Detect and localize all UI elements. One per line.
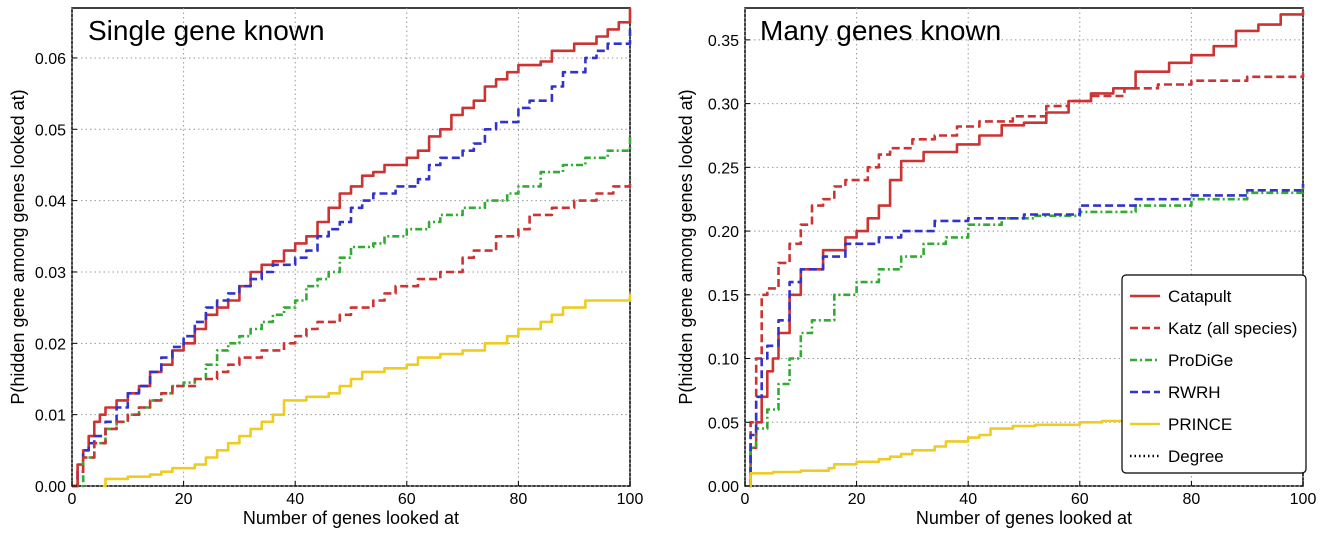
plot-frame: [71, 7, 631, 487]
legend-label: Degree: [1168, 447, 1224, 466]
series-katz-all-species: [749, 73, 1305, 488]
legend-item-catapult: Catapult: [1130, 287, 1232, 306]
y-tick-label: 0.25: [708, 160, 739, 177]
chart-title: Many genes known: [760, 15, 1001, 46]
y-tick-label: 0.15: [708, 288, 739, 305]
legend-label: Katz (all species): [1168, 319, 1297, 338]
y-tick-label: 0.35: [708, 33, 739, 50]
series-prince: [749, 418, 1149, 488]
x-tick-label: 40: [286, 491, 304, 508]
y-tick-label: 0.06: [35, 51, 66, 68]
legend-label: Catapult: [1168, 287, 1232, 306]
x-tick-label: 0: [741, 491, 750, 508]
ticks: 0 20 40 60 80 100 0.00 0.01 0.02 0.03 0.04 0.05 0.06: [35, 51, 644, 508]
legend-item-katz-all-species: Katz (all species): [1130, 319, 1297, 338]
series-catapult: [749, 10, 1305, 488]
y-axis-label: P(hidden gene among genes looked at): [8, 89, 28, 404]
legend-item-prodige: ProDiGe: [1130, 351, 1233, 370]
series-lines: [72, 8, 632, 488]
legend-label: PRINCE: [1168, 415, 1232, 434]
x-axis-label: Number of genes looked at: [916, 508, 1132, 528]
y-tick-label: 0.05: [35, 122, 66, 139]
x-axis-label: Number of genes looked at: [243, 508, 459, 528]
y-tick-label: 0.30: [708, 97, 739, 114]
x-tick-label: 20: [175, 491, 193, 508]
y-tick-label: 0.10: [708, 352, 739, 369]
x-tick-label: 60: [398, 491, 416, 508]
chart-single-gene-known: 0 20 40 60 80 100 0.00 0.01 0.02 0.03 0.04 0.05 0.06…: [8, 7, 644, 528]
x-tick-label: 40: [959, 491, 977, 508]
series-katz-all-species: [72, 179, 632, 488]
y-tick-label: 0.03: [35, 265, 66, 282]
x-tick-label: 20: [848, 491, 866, 508]
y-tick-label: 0.20: [708, 224, 739, 241]
x-tick-label: 80: [510, 491, 528, 508]
y-tick-label: 0.00: [35, 479, 66, 496]
y-tick-label: 0.04: [35, 194, 66, 211]
legend-label: ProDiGe: [1168, 351, 1233, 370]
x-tick-label: 100: [1290, 491, 1317, 508]
legend-label: RWRH: [1168, 383, 1221, 402]
ticks: 0 20 40 60 80 100 0.00 0.05 0.10 0.15 0.20 0.25 0.30…: [708, 33, 1317, 508]
series-prince: [102, 293, 632, 488]
legend: Catapult Katz (all species) ProDiGe RWRH PRI…: [1121, 274, 1307, 474]
series-prodige: [749, 183, 1305, 488]
series-lines: [749, 10, 1305, 488]
legend-item-degree: Degree: [1130, 447, 1224, 466]
series-rwrh: [72, 29, 632, 488]
y-tick-label: 0.02: [35, 336, 66, 353]
y-tick-label: 0.05: [708, 415, 739, 432]
y-tick-label: 0.01: [35, 408, 66, 425]
x-tick-label: 0: [68, 491, 77, 508]
x-tick-label: 80: [1183, 491, 1201, 508]
legend-item-prince: PRINCE: [1130, 415, 1232, 434]
chart-many-genes-known: 0 20 40 60 80 100 0.00 0.05 0.10 0.15 0.20 0.25 0.30…: [676, 7, 1317, 528]
chart-title: Single gene known: [88, 15, 325, 46]
x-tick-label: 100: [617, 491, 644, 508]
y-axis-label: P(hidden gene among genes looked at): [676, 89, 696, 404]
x-tick-label: 60: [1071, 491, 1089, 508]
legend-item-rwrh: RWRH: [1130, 383, 1221, 402]
y-tick-label: 0.00: [708, 479, 739, 496]
legend-box: [1121, 274, 1307, 474]
